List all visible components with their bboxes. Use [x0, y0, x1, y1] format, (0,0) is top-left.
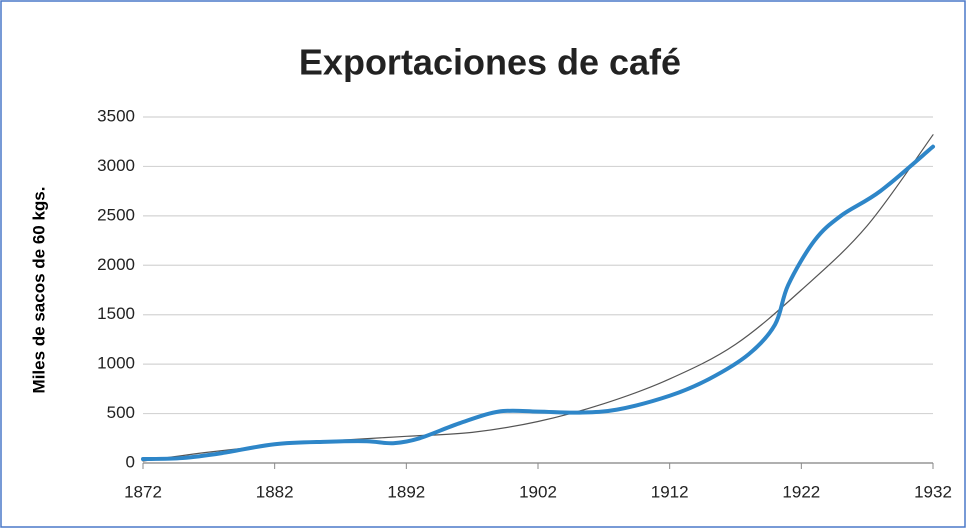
x-tick-label: 1932 — [914, 482, 952, 501]
chart-title: Exportaciones de café — [299, 42, 681, 83]
y-tick-label: 2000 — [97, 255, 135, 274]
y-tick-label: 0 — [126, 452, 135, 471]
y-tick-label: 2500 — [97, 205, 135, 224]
y-axis-label: Miles de sacos de 60 kgs. — [29, 187, 48, 394]
x-tick-label: 1902 — [519, 482, 557, 501]
line-series — [141, 144, 935, 462]
y-tick-label: 3500 — [97, 106, 135, 125]
x-tick-label: 1882 — [256, 482, 294, 501]
y-tick-label: 3000 — [97, 156, 135, 175]
y-tick-label: 1500 — [97, 304, 135, 323]
y-tick-label: 1000 — [97, 354, 135, 373]
x-tick-label: 1912 — [651, 482, 689, 501]
x-tick-label: 1892 — [387, 482, 425, 501]
x-tick-label: 1872 — [124, 482, 162, 501]
y-tick-label: 500 — [107, 403, 135, 422]
x-tick-label: 1922 — [782, 482, 820, 501]
